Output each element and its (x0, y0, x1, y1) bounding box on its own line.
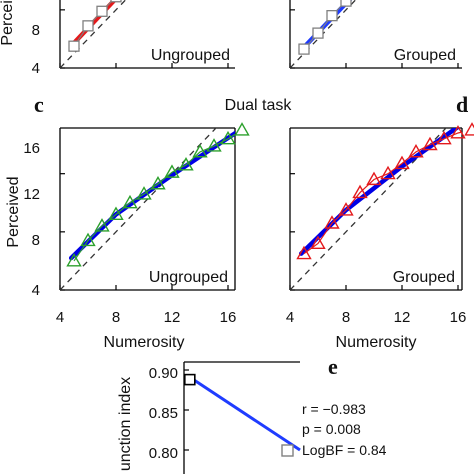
panel-b-axes (289, 0, 462, 69)
panel-c-xtick-label-8: 8 (112, 309, 120, 326)
panel-c-ylabel: Perceived (5, 176, 22, 247)
panel-d-marks (290, 122, 474, 290)
panel-d-point-7 (324, 215, 340, 229)
panel-a-point-8 (110, 0, 122, 3)
panel-a-ylabel: Perceived (0, 0, 16, 46)
panel-d-point-10 (366, 171, 382, 186)
panel-d-point-16 (450, 125, 466, 139)
panel-d: d 4 8 12 16 Numerosity Grouped (286, 92, 474, 351)
panel-a-condition-label: Ungrouped (151, 47, 230, 64)
panel-c-point-10 (136, 186, 152, 200)
panel-letter-d: d (456, 92, 468, 117)
panel-d-point-6 (310, 235, 326, 250)
panel-a-axes (59, 0, 235, 69)
panel-d-xtick-label-4: 4 (286, 309, 294, 326)
panel-c-point-11 (150, 175, 166, 190)
panel-d-point-17 (464, 122, 474, 136)
panel-d-identity-line (290, 128, 447, 290)
panel-c-point-9 (122, 194, 138, 209)
panel-a: 8 4 Perceived Ungrouped (0, 0, 235, 77)
panel-a-point-7 (96, 5, 108, 17)
panel-c-point-13 (178, 157, 194, 171)
panel-d-condition-label: Grouped (393, 269, 455, 286)
panel-letter-c: c (34, 92, 44, 117)
panel-e-axes (183, 361, 300, 474)
panel-c-xtick-label-4: 4 (56, 309, 64, 326)
panel-c-point-15 (206, 138, 222, 152)
panel-c-point-17 (234, 122, 250, 136)
panel-d-point-12 (394, 155, 410, 170)
panel-b: Grouped (289, 0, 462, 69)
panel-d-xtick-label-8: 8 (342, 309, 350, 326)
panel-c: c 16 12 8 4 4 8 12 16 Numerosity Perceiv… (5, 92, 250, 351)
panel-a-ytick-label-4: 4 (32, 60, 40, 77)
panel-b-point-6 (312, 27, 324, 39)
panel-d-xtick-label-16: 16 (450, 309, 467, 326)
panel-a-point-5 (68, 40, 80, 52)
panel-c-point-16 (220, 130, 236, 145)
panel-c-ytick-label-8: 8 (32, 232, 40, 249)
panel-d-point-5 (296, 245, 312, 260)
panel-c-xtick-label-16: 16 (220, 309, 237, 326)
panel-b-fit-line (298, 0, 353, 53)
panel-letter-e: e (328, 354, 338, 379)
panel-c-xlabel: Numerosity (104, 334, 185, 351)
panel-a-point-6 (82, 20, 94, 32)
panel-c-xtick-label-12: 12 (164, 309, 181, 326)
panel-b-point-7 (326, 10, 338, 22)
panel-b-marks (290, 0, 357, 68)
panel-c-ytick-label-4: 4 (32, 282, 40, 299)
panel-c-marks (60, 122, 250, 290)
panel-e-stat-logbf: LogBF = 0.84 (302, 442, 387, 458)
panel-a-marks (60, 0, 127, 68)
section-title: Dual task (225, 97, 293, 114)
panel-e-ytick-label-0.85: 0.85 (149, 405, 178, 422)
panel-c-fit-line (68, 130, 235, 261)
panel-c-data-line (73, 133, 235, 262)
panel-d-point-13 (408, 143, 424, 158)
panel-e-stat-p: p = 0.008 (302, 421, 361, 437)
panel-c-identity-line (60, 128, 217, 290)
panel-c-point-14 (192, 143, 208, 158)
panel-c-point-5 (66, 253, 82, 267)
panel-d-point-8 (338, 202, 354, 216)
panel-d-point-15 (436, 130, 452, 145)
panel-d-point-9 (352, 184, 368, 199)
panel-b-condition-label: Grouped (394, 47, 456, 64)
panel-e: e 0.90 0.85 0.80 unction index r = −0.98… (117, 354, 387, 474)
panel-e-ytick-label-0.90: 0.90 (149, 365, 178, 382)
panel-b-point-8 (340, 0, 352, 7)
panel-a-ytick-label-8: 8 (32, 22, 40, 39)
panel-d-data-line (303, 131, 462, 255)
panel-c-condition-label: Ungrouped (149, 269, 228, 286)
panel-c-point-12 (164, 164, 180, 178)
panel-c-point-7 (94, 218, 110, 232)
panel-d-point-14 (422, 136, 438, 151)
panel-a-identity-line (60, 0, 127, 68)
panel-c-ytick-label-12: 12 (23, 186, 40, 203)
panel-d-axes (289, 127, 463, 291)
panel-c-point-6 (80, 232, 96, 247)
panel-c-point-8 (108, 206, 124, 220)
panel-e-stat-r: r = −0.983 (302, 401, 366, 417)
panel-d-xtick-label-12: 12 (394, 309, 411, 326)
panel-e-legend-marker (281, 444, 294, 457)
panel-e-marks (184, 373, 301, 457)
panel-b-point-5 (298, 43, 310, 55)
panel-d-xlabel: Numerosity (336, 334, 417, 351)
panel-c-ytick-label-16: 16 (23, 140, 40, 157)
panel-d-point-11 (380, 165, 396, 180)
panel-e-fit-line (188, 375, 301, 452)
panel-e-ytick-label-0.80: 0.80 (149, 445, 178, 462)
panel-e-ylabel: unction index (117, 377, 134, 471)
panel-e-point-0 (184, 373, 196, 386)
